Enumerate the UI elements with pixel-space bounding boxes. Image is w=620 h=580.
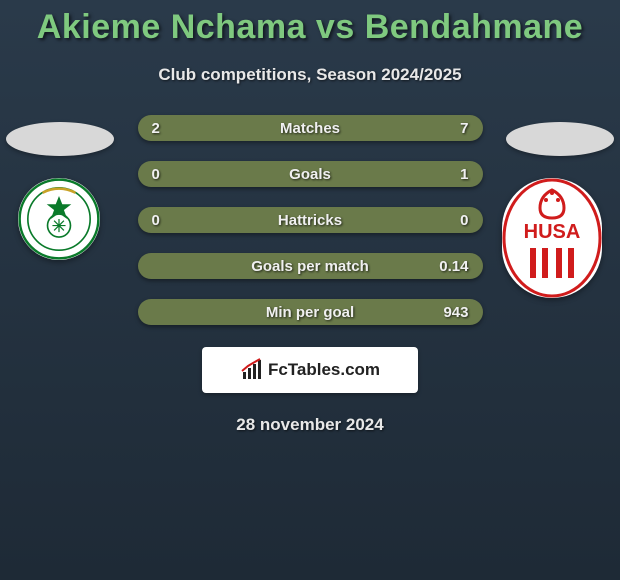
stat-right-value: 1	[460, 166, 468, 183]
stat-right-value: 0	[460, 212, 468, 229]
stat-right-value: 943	[443, 304, 468, 321]
stat-row-goals-per-match: Goals per match 0.14	[138, 253, 483, 279]
subtitle: Club competitions, Season 2024/2025	[158, 65, 461, 85]
stat-label: Matches	[280, 120, 340, 137]
brand-badge[interactable]: FcTables.com	[202, 347, 418, 393]
stat-right-value: 0.14	[439, 258, 468, 275]
stat-left-value: 0	[152, 212, 160, 229]
stat-row-matches: 2 Matches 7	[138, 115, 483, 141]
page-title: Akieme Nchama vs Bendahmane	[37, 8, 583, 47]
brand-text: FcTables.com	[268, 360, 380, 380]
stat-label: Min per goal	[266, 304, 354, 321]
stat-left-value: 0	[152, 166, 160, 183]
stat-label: Goals	[289, 166, 331, 183]
date-label: 28 november 2024	[236, 415, 383, 435]
comparison-card: Akieme Nchama vs Bendahmane Club competi…	[0, 0, 620, 435]
stat-row-goals: 0 Goals 1	[138, 161, 483, 187]
stat-right-value: 7	[460, 120, 468, 137]
chart-icon	[240, 358, 264, 382]
stat-label: Goals per match	[251, 258, 369, 275]
stats-list: 2 Matches 7 0 Goals 1 0 Hattricks 0 Goal…	[0, 115, 620, 325]
stat-row-hattricks: 0 Hattricks 0	[138, 207, 483, 233]
stat-left-value: 2	[152, 120, 160, 137]
stat-row-min-per-goal: Min per goal 943	[138, 299, 483, 325]
stat-label: Hattricks	[278, 212, 342, 229]
